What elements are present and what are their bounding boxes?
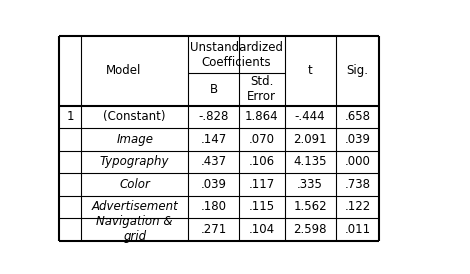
Text: Color: Color bbox=[119, 178, 150, 191]
Text: .115: .115 bbox=[249, 201, 275, 213]
Text: Std.
Error: Std. Error bbox=[247, 75, 276, 103]
Text: (Constant): (Constant) bbox=[103, 110, 166, 123]
Text: 2.091: 2.091 bbox=[293, 133, 327, 146]
Text: .117: .117 bbox=[249, 178, 275, 191]
Text: Navigation &
grid: Navigation & grid bbox=[96, 215, 173, 243]
Text: Sig.: Sig. bbox=[346, 64, 368, 77]
Text: Unstandardized
Coefficients: Unstandardized Coefficients bbox=[190, 41, 283, 68]
Text: .271: .271 bbox=[200, 223, 227, 236]
Text: 4.135: 4.135 bbox=[293, 155, 327, 169]
Text: .104: .104 bbox=[249, 223, 275, 236]
Text: -.444: -.444 bbox=[295, 110, 325, 123]
Text: .437: .437 bbox=[201, 155, 227, 169]
Text: Typography: Typography bbox=[100, 155, 170, 169]
Text: .658: .658 bbox=[345, 110, 370, 123]
Text: .122: .122 bbox=[345, 201, 370, 213]
Text: .070: .070 bbox=[249, 133, 275, 146]
Text: 1.864: 1.864 bbox=[245, 110, 279, 123]
Text: .011: .011 bbox=[345, 223, 370, 236]
Text: Model: Model bbox=[106, 64, 141, 77]
Text: .147: .147 bbox=[200, 133, 227, 146]
Text: 2.598: 2.598 bbox=[293, 223, 327, 236]
Text: 1.562: 1.562 bbox=[293, 201, 327, 213]
Text: Advertisement: Advertisement bbox=[91, 201, 178, 213]
Text: .180: .180 bbox=[201, 201, 227, 213]
Text: .039: .039 bbox=[345, 133, 370, 146]
Text: B: B bbox=[210, 83, 218, 96]
Text: t: t bbox=[308, 64, 313, 77]
Text: .106: .106 bbox=[249, 155, 275, 169]
Text: .738: .738 bbox=[345, 178, 370, 191]
Text: 1: 1 bbox=[66, 110, 74, 123]
Text: .039: .039 bbox=[201, 178, 227, 191]
Text: -.828: -.828 bbox=[198, 110, 229, 123]
Text: Image: Image bbox=[116, 133, 153, 146]
Text: .335: .335 bbox=[297, 178, 323, 191]
Text: .000: .000 bbox=[345, 155, 370, 169]
